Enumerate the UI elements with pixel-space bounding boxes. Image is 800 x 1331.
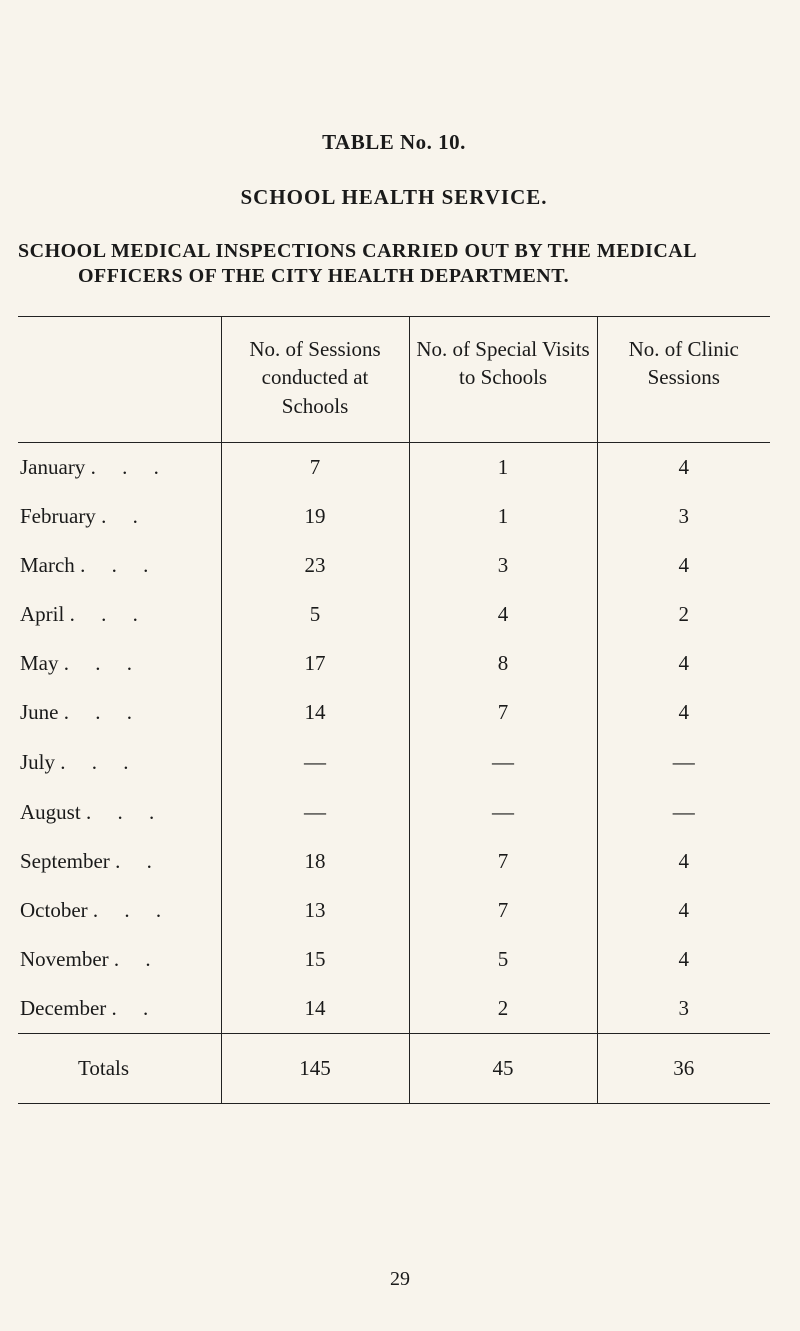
sessions-cell: 19 <box>221 492 409 541</box>
table-row: August——— <box>18 787 770 837</box>
visits-cell: 5 <box>409 935 597 984</box>
sessions-cell: 14 <box>221 688 409 737</box>
sessions-cell: 23 <box>221 541 409 590</box>
sessions-cell: 15 <box>221 935 409 984</box>
visits-cell: 7 <box>409 837 597 886</box>
visits-cell: 3 <box>409 541 597 590</box>
clinic-cell: 4 <box>597 837 770 886</box>
month-cell: June <box>20 700 59 724</box>
table-row: February 1913 <box>18 492 770 541</box>
table-row: November 1554 <box>18 935 770 984</box>
table-row: June 1474 <box>18 688 770 737</box>
clinic-cell: 4 <box>597 541 770 590</box>
col-month-header <box>18 317 221 443</box>
totals-clinic: 36 <box>597 1034 770 1104</box>
table-header-row: No. of Sessions conducted at Schools No.… <box>18 317 770 443</box>
month-cell: October <box>20 898 88 922</box>
visits-cell: — <box>409 787 597 837</box>
dots-icon <box>64 602 138 626</box>
table-number-heading: TABLE No. 10. <box>18 130 770 155</box>
clinic-cell: 2 <box>597 590 770 639</box>
table-row: September 1874 <box>18 837 770 886</box>
month-cell: August <box>20 800 81 824</box>
visits-cell: 1 <box>409 492 597 541</box>
table-row: July——— <box>18 737 770 787</box>
col-sessions-header: No. of Sessions conducted at Schools <box>221 317 409 443</box>
totals-row: Totals 145 45 36 <box>18 1034 770 1104</box>
dots-icon <box>88 898 162 922</box>
section-title-line1: SCHOOL MEDICAL INSPECTIONS CARRIED OUT B… <box>18 240 770 263</box>
sessions-cell: 13 <box>221 886 409 935</box>
clinic-cell: 4 <box>597 935 770 984</box>
clinic-cell: 3 <box>597 984 770 1034</box>
table-row: December 1423 <box>18 984 770 1034</box>
month-cell: March <box>20 553 75 577</box>
sessions-cell: 18 <box>221 837 409 886</box>
dots-icon <box>55 750 129 774</box>
col-clinic-sessions-header: No. of Clinic Sessions <box>597 317 770 443</box>
sessions-cell: — <box>221 737 409 787</box>
service-heading: SCHOOL HEALTH SERVICE. <box>18 185 770 210</box>
visits-cell: — <box>409 737 597 787</box>
visits-cell: 1 <box>409 443 597 493</box>
totals-sessions: 145 <box>221 1034 409 1104</box>
dots-icon <box>81 800 155 824</box>
document-page: TABLE No. 10. SCHOOL HEALTH SERVICE. SCH… <box>0 0 800 1331</box>
table-row: January 714 <box>18 443 770 493</box>
dots-icon <box>59 700 133 724</box>
month-cell: July <box>20 750 55 774</box>
month-cell: February <box>20 504 96 528</box>
dots-icon <box>106 996 148 1020</box>
section-title-line2: OFFICERS OF THE CITY HEALTH DEPARTMENT. <box>18 265 770 288</box>
month-cell: May <box>20 651 59 675</box>
visits-cell: 4 <box>409 590 597 639</box>
visits-cell: 7 <box>409 886 597 935</box>
page-number: 29 <box>0 1268 800 1291</box>
table-body: January714 February1913 March2334 April5… <box>18 443 770 1034</box>
totals-visits: 45 <box>409 1034 597 1104</box>
sessions-cell: 17 <box>221 639 409 688</box>
table-row: April 542 <box>18 590 770 639</box>
clinic-cell: 3 <box>597 492 770 541</box>
month-cell: December <box>20 996 106 1020</box>
sessions-cell: 5 <box>221 590 409 639</box>
dots-icon <box>109 947 151 971</box>
clinic-cell: 4 <box>597 688 770 737</box>
sessions-cell: — <box>221 787 409 837</box>
totals-label: Totals <box>18 1034 221 1104</box>
dots-icon <box>110 849 152 873</box>
month-cell: January <box>20 455 85 479</box>
month-cell: November <box>20 947 109 971</box>
clinic-cell: 4 <box>597 443 770 493</box>
dots-icon <box>75 553 149 577</box>
visits-cell: 8 <box>409 639 597 688</box>
table-row: May 1784 <box>18 639 770 688</box>
clinic-cell: — <box>597 787 770 837</box>
clinic-cell: 4 <box>597 639 770 688</box>
dots-icon <box>59 651 133 675</box>
inspections-table: No. of Sessions conducted at Schools No.… <box>18 316 770 1104</box>
month-cell: September <box>20 849 110 873</box>
sessions-cell: 14 <box>221 984 409 1034</box>
clinic-cell: — <box>597 737 770 787</box>
clinic-cell: 4 <box>597 886 770 935</box>
sessions-cell: 7 <box>221 443 409 493</box>
month-cell: April <box>20 602 64 626</box>
col-special-visits-header: No. of Special Visits to Schools <box>409 317 597 443</box>
visits-cell: 7 <box>409 688 597 737</box>
dots-icon <box>85 455 159 479</box>
table-row: March 2334 <box>18 541 770 590</box>
visits-cell: 2 <box>409 984 597 1034</box>
table-row: October 1374 <box>18 886 770 935</box>
dots-icon <box>96 504 138 528</box>
